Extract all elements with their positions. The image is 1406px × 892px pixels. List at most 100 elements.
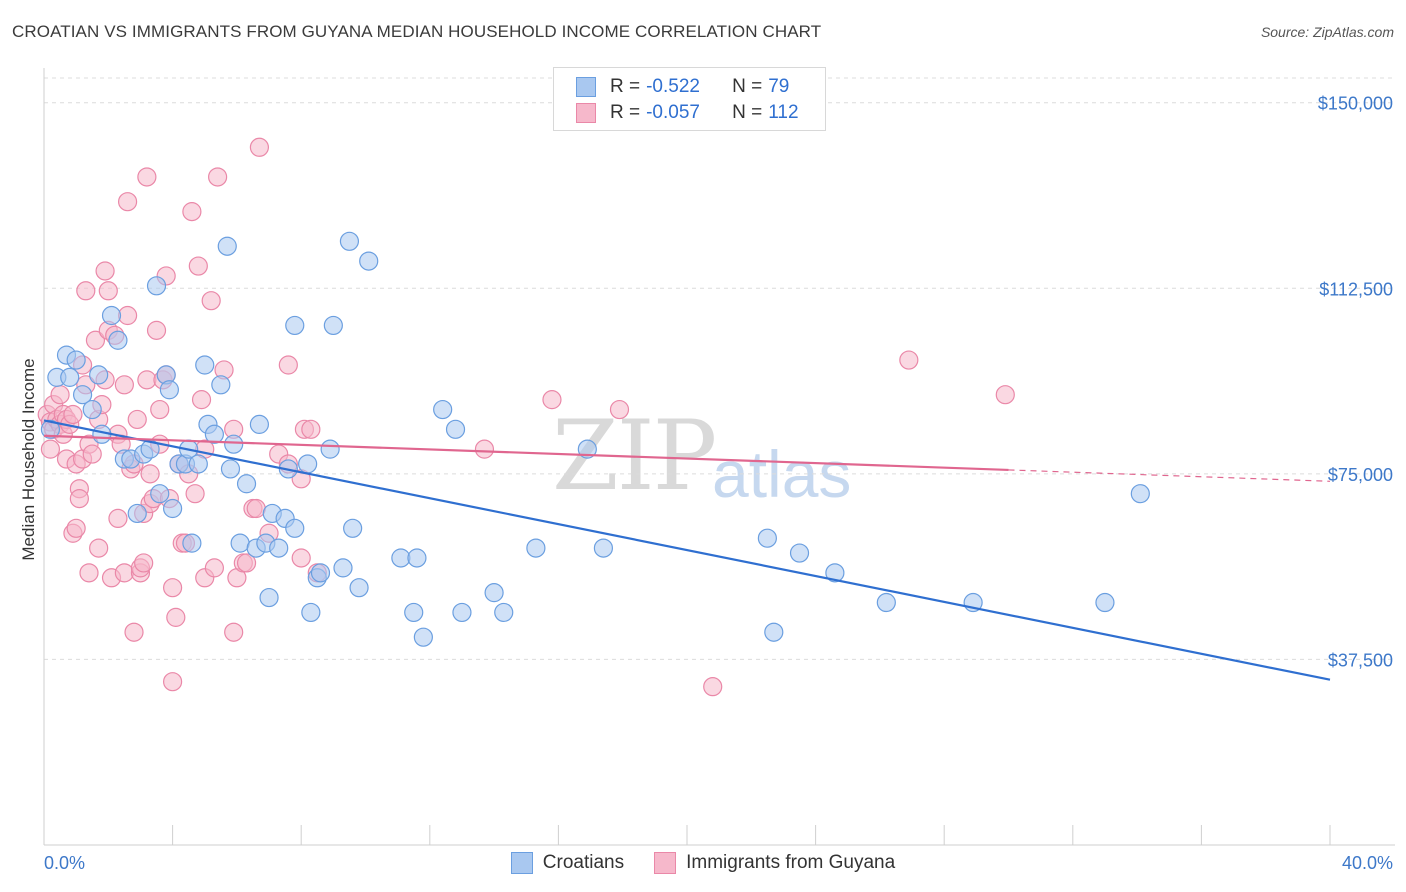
point-guyana <box>185 484 205 504</box>
legend-swatch-guyana <box>654 852 677 874</box>
point-croatians <box>359 251 379 271</box>
point-croatians <box>150 484 170 504</box>
point-croatians <box>60 367 80 387</box>
point-guyana <box>134 553 154 573</box>
point-guyana <box>127 409 147 430</box>
point-guyana <box>40 439 61 459</box>
point-guyana <box>140 464 160 484</box>
point-croatians <box>339 231 360 251</box>
point-guyana <box>474 439 495 459</box>
point-guyana <box>114 563 134 583</box>
point-croatians <box>159 380 179 400</box>
point-guyana <box>89 538 109 558</box>
point-croatians <box>1130 484 1150 504</box>
x-tick-label: 40.0% <box>1342 853 1393 873</box>
point-croatians <box>72 385 93 405</box>
point-guyana <box>899 350 919 370</box>
point-guyana <box>703 677 723 697</box>
point-croatians <box>413 627 433 647</box>
point-croatians <box>404 602 424 623</box>
point-croatians <box>825 563 845 583</box>
trend-lines <box>43 419 1331 681</box>
point-croatians <box>204 424 224 444</box>
point-croatians <box>211 375 231 395</box>
point-croatians <box>593 538 614 558</box>
point-croatians <box>433 399 453 420</box>
point-guyana <box>95 261 115 281</box>
point-croatians <box>320 439 340 459</box>
point-croatians <box>259 587 279 608</box>
point-guyana <box>82 444 102 464</box>
point-guyana <box>236 553 257 573</box>
point-guyana <box>542 390 562 410</box>
point-guyana <box>85 330 106 350</box>
point-croatians <box>1095 592 1115 613</box>
point-croatians <box>526 538 546 558</box>
point-guyana <box>182 202 202 222</box>
point-guyana <box>98 281 118 301</box>
point-guyana <box>137 167 157 187</box>
point-croatians <box>249 414 270 434</box>
point-guyana <box>163 672 183 692</box>
point-guyana <box>150 399 170 420</box>
point-guyana <box>79 563 99 583</box>
legend-label-croatians: Croatians <box>542 852 625 873</box>
point-croatians <box>876 592 896 613</box>
point-guyana <box>117 192 138 212</box>
legend-n-value: 79 <box>768 76 790 97</box>
point-guyana <box>291 548 311 568</box>
legend-item-guyana[interactable]: Immigrants from Guyana <box>654 852 895 874</box>
point-croatians <box>269 538 289 558</box>
point-guyana <box>246 498 266 519</box>
legend-r-value: -0.522 <box>646 76 700 97</box>
point-guyana <box>609 399 630 420</box>
point-croatians <box>333 558 353 578</box>
legend-swatch-croatians <box>510 852 533 874</box>
legend-label-guyana: Immigrants from Guyana <box>686 852 896 873</box>
point-croatians <box>188 454 208 474</box>
trend-line-guyana-extension <box>1008 469 1331 482</box>
point-croatians <box>82 399 102 420</box>
point-croatians <box>298 454 318 474</box>
point-croatians <box>236 474 257 494</box>
point-croatians <box>108 330 128 350</box>
point-guyana <box>201 291 221 311</box>
point-croatians <box>89 365 109 385</box>
point-croatians <box>577 439 597 459</box>
point-croatians <box>391 548 411 568</box>
point-croatians <box>285 315 305 336</box>
x-tick-label: 0.0% <box>44 853 85 873</box>
point-guyana <box>117 305 138 326</box>
legend-swatch-guyana <box>576 103 596 123</box>
point-croatians <box>220 459 241 479</box>
y-tick-label: $150,000 <box>1318 94 1393 114</box>
chart-source: Source: ZipAtlas.com <box>1260 24 1394 40</box>
point-croatians <box>407 548 427 568</box>
point-guyana <box>224 622 244 642</box>
axes <box>43 68 1395 846</box>
point-croatians <box>789 543 810 563</box>
point-croatians <box>301 602 321 623</box>
point-guyana <box>63 404 83 425</box>
point-croatians <box>101 305 122 326</box>
legend-n-label: N = <box>732 102 763 123</box>
point-guyana <box>188 256 208 276</box>
point-guyana <box>191 390 212 410</box>
point-guyana <box>166 607 186 627</box>
legend-r-label: R = <box>610 102 641 123</box>
point-croatians <box>40 419 61 439</box>
point-guyana <box>995 385 1015 405</box>
point-croatians <box>484 583 504 603</box>
point-guyana <box>249 137 270 157</box>
legend-item-croatians[interactable]: Croatians <box>510 852 625 874</box>
series-guyana-points <box>37 137 1015 697</box>
y-tick-label: $112,500 <box>1319 279 1393 299</box>
point-croatians <box>310 563 331 583</box>
point-croatians <box>127 503 147 524</box>
correlation-legend: R = -0.522 N = 79 R = -0.057 N = 112 <box>553 67 826 131</box>
legend-n-label: N = <box>732 76 763 97</box>
point-croatians <box>195 355 215 375</box>
legend-r-label: R = <box>610 76 641 97</box>
legend-n-value: 112 <box>768 102 799 123</box>
